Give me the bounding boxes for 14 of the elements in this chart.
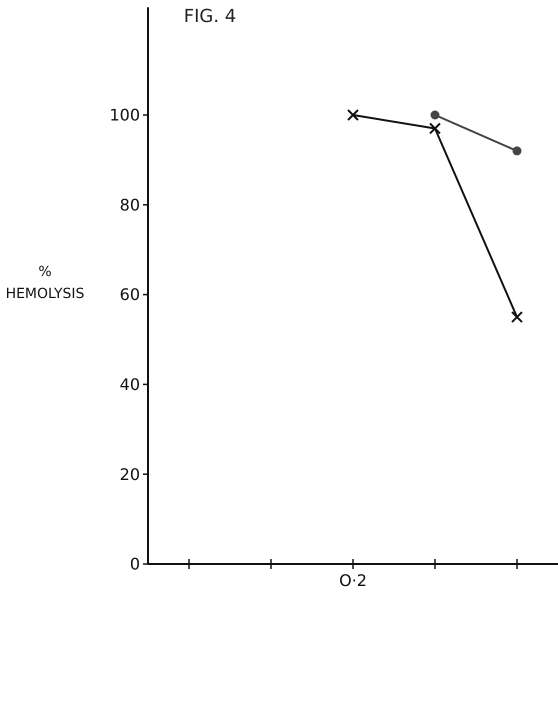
y-tick-label: 40 — [120, 375, 140, 394]
point — [430, 110, 440, 120]
point — [429, 122, 441, 134]
point — [347, 109, 359, 121]
point — [512, 146, 522, 156]
y-tick-label: 80 — [120, 195, 140, 214]
x-tick-label: O·2 — [339, 571, 367, 590]
y-tick-label: 60 — [120, 285, 140, 304]
y-tick-label: 100 — [109, 106, 140, 125]
y-axis-title: % HEMOLYSIS — [6, 264, 85, 302]
y-tick-label: 0 — [130, 554, 140, 574]
point — [511, 311, 523, 324]
y-tick-label: 20 — [120, 464, 140, 484]
chart-title: FIG. 4 — [184, 6, 236, 27]
